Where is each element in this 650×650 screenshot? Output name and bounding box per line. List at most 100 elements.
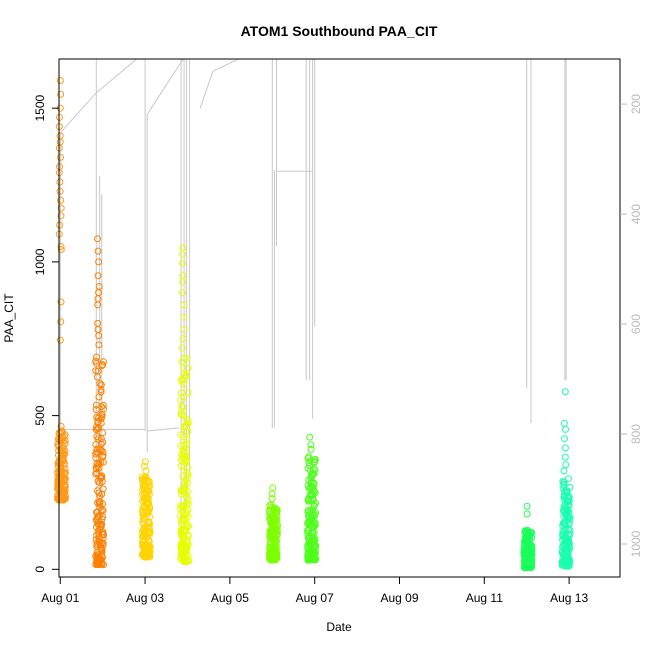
data-point: [180, 516, 188, 524]
data-point: [566, 526, 574, 534]
data-point: [271, 517, 279, 525]
data-point: [272, 538, 280, 546]
data-point: [523, 510, 531, 518]
data-point: [183, 354, 191, 362]
data-point: [97, 435, 105, 443]
data-point: [304, 520, 312, 528]
data-point: [269, 484, 277, 492]
data-point: [56, 221, 64, 229]
data-point: [181, 502, 189, 510]
data-point: [564, 546, 572, 554]
data-point: [57, 90, 65, 98]
data-point: [561, 388, 569, 396]
data-point: [98, 556, 105, 564]
data-point: [180, 326, 188, 333]
data-point: [92, 426, 100, 434]
data-point: [267, 535, 274, 543]
data-point: [564, 475, 572, 483]
data-point: [56, 178, 64, 186]
gray-line-layer: [59, 58, 567, 545]
data-point: [57, 243, 65, 250]
data-point: [181, 371, 188, 379]
data-point: [94, 235, 101, 243]
data-point: [179, 278, 187, 286]
data-point: [309, 523, 317, 531]
data-point: [97, 381, 105, 389]
data-point: [180, 301, 188, 309]
data-point: [273, 527, 281, 535]
data-point: [145, 537, 153, 545]
data-point: [140, 550, 148, 558]
data-point: [564, 501, 572, 509]
x-tick-label: Aug 03: [126, 591, 164, 605]
y2-tick-label: 200: [629, 94, 643, 114]
data-point: [56, 436, 64, 444]
x-tick-label: Aug 11: [466, 591, 503, 605]
data-point: [271, 504, 279, 512]
gray-line: [146, 58, 184, 115]
data-point: [561, 453, 569, 461]
data-point: [94, 247, 102, 255]
y2-tick-label: 400: [629, 204, 643, 224]
data-point: [179, 534, 187, 542]
data-point: [179, 449, 187, 456]
data-point: [57, 204, 65, 212]
data-point: [95, 489, 103, 497]
data-point: [177, 408, 185, 416]
data-point: [561, 435, 568, 443]
data-point: [92, 450, 100, 458]
data-point: [179, 364, 187, 372]
data-point: [177, 490, 185, 498]
data-point: [54, 435, 62, 443]
data-point: [141, 462, 148, 470]
y2-tick-label: 600: [629, 314, 643, 334]
data-point: [92, 406, 100, 414]
data-point: [93, 433, 101, 441]
data-point: [142, 467, 150, 475]
data-point: [99, 448, 107, 456]
data-point: [100, 358, 107, 366]
data-point: [564, 554, 572, 562]
data-point: [95, 258, 103, 266]
data-point: [93, 531, 101, 539]
data-point: [138, 528, 146, 536]
data-point: [565, 497, 573, 505]
data-point: [61, 450, 69, 458]
data-point: [93, 425, 101, 433]
data-point: [184, 364, 192, 372]
data-point: [177, 543, 185, 551]
data-point: [94, 367, 102, 375]
data-point: [139, 540, 147, 548]
y-tick-label: 1000: [33, 248, 47, 275]
data-point: [96, 498, 104, 505]
data-point: [96, 525, 104, 533]
data-point: [93, 445, 101, 453]
data-point: [310, 484, 317, 492]
data-point: [95, 341, 103, 349]
data-point: [268, 495, 276, 503]
data-point: [304, 556, 312, 564]
data-point: [184, 428, 192, 436]
data-point: [57, 196, 65, 204]
data-point: [184, 473, 192, 481]
data-point: [562, 537, 569, 545]
data-point: [92, 536, 100, 544]
data-point: [180, 354, 188, 362]
data-point: [183, 416, 191, 424]
data-point: [179, 403, 187, 411]
data-point: [181, 482, 189, 490]
data-point: [273, 505, 281, 513]
data-point: [183, 440, 191, 448]
data-point: [99, 438, 107, 446]
y-tick-label: 500: [33, 405, 47, 425]
data-point: [99, 458, 107, 466]
data-point: [145, 548, 153, 555]
data-point: [98, 547, 106, 555]
y-axis-label: PAA_CIT: [2, 293, 16, 343]
data-point: [179, 335, 187, 343]
secondary-y-axis: 200 400 600 800 1000: [620, 94, 643, 557]
data-point: [562, 461, 570, 469]
data-point: [522, 531, 530, 539]
data-point: [180, 380, 188, 388]
data-point: [94, 301, 102, 309]
